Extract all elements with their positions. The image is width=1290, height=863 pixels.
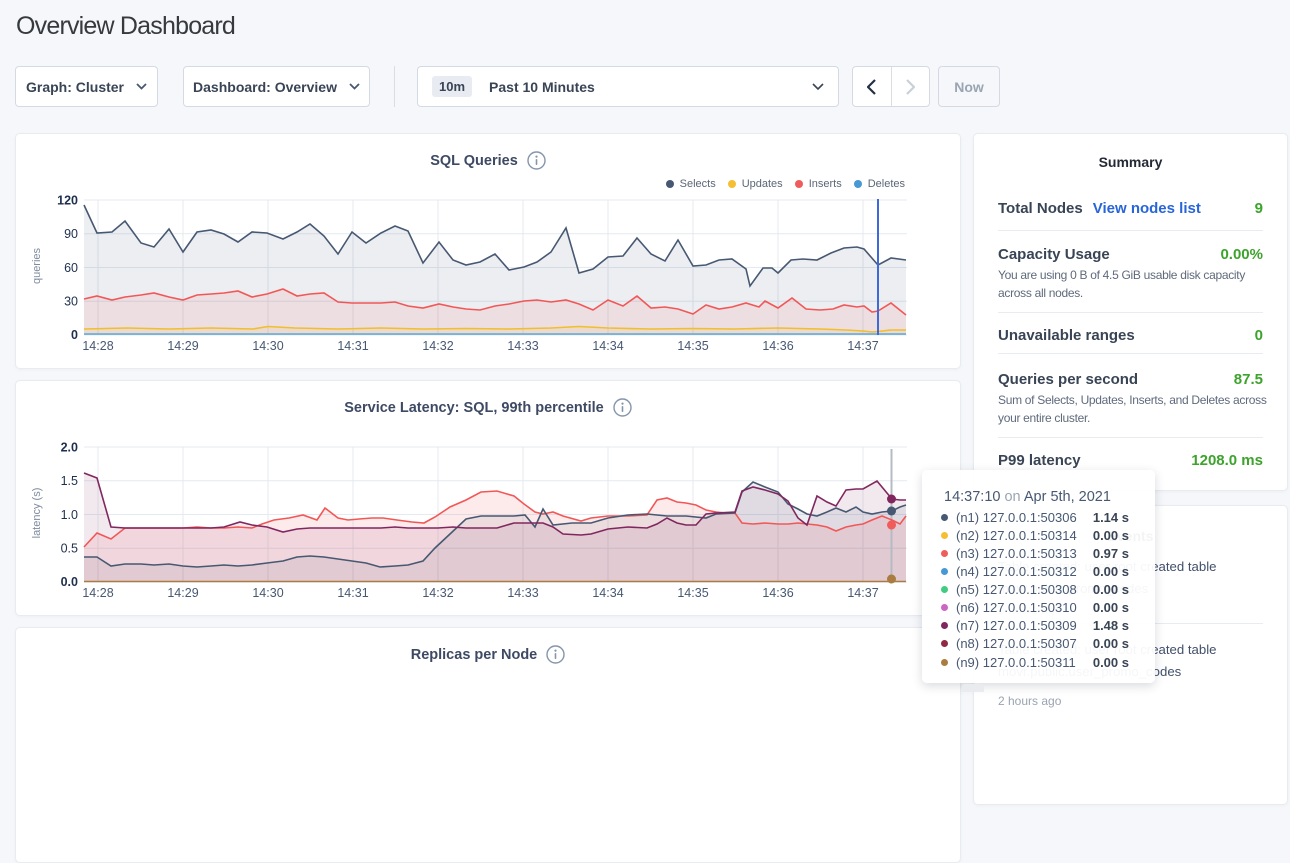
svg-text:14:33: 14:33: [507, 586, 538, 600]
svg-text:14:37: 14:37: [847, 586, 878, 600]
svg-text:14:32: 14:32: [422, 586, 453, 600]
svg-text:14:36: 14:36: [762, 586, 793, 600]
svg-text:14:30: 14:30: [252, 586, 283, 600]
svg-text:14:33: 14:33: [507, 339, 538, 353]
svg-text:14:28: 14:28: [82, 586, 113, 600]
svg-text:30: 30: [64, 295, 78, 309]
svg-text:0: 0: [71, 328, 78, 342]
svg-text:1.0: 1.0: [61, 508, 78, 522]
svg-text:14:35: 14:35: [677, 339, 708, 353]
svg-text:120: 120: [57, 194, 78, 208]
svg-text:0.0: 0.0: [61, 575, 78, 589]
svg-text:14:31: 14:31: [337, 586, 368, 600]
svg-text:14:35: 14:35: [677, 586, 708, 600]
svg-text:14:36: 14:36: [762, 339, 793, 353]
svg-text:queries: queries: [31, 247, 43, 284]
svg-text:14:34: 14:34: [592, 586, 623, 600]
svg-text:14:29: 14:29: [167, 586, 198, 600]
svg-text:90: 90: [64, 227, 78, 241]
svg-text:14:37: 14:37: [847, 339, 878, 353]
svg-text:60: 60: [64, 261, 78, 275]
svg-text:14:34: 14:34: [592, 339, 623, 353]
svg-text:14:31: 14:31: [337, 339, 368, 353]
svg-text:latency (s): latency (s): [31, 488, 43, 539]
svg-text:0.5: 0.5: [61, 542, 78, 556]
svg-text:2.0: 2.0: [61, 441, 78, 455]
svg-text:1.5: 1.5: [61, 474, 78, 488]
svg-text:14:28: 14:28: [82, 339, 113, 353]
svg-text:14:30: 14:30: [252, 339, 283, 353]
svg-text:14:29: 14:29: [167, 339, 198, 353]
svg-text:14:32: 14:32: [422, 339, 453, 353]
